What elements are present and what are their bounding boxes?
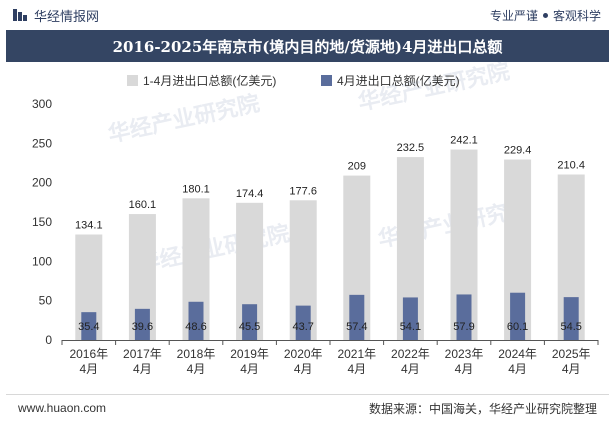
bar-april — [188, 301, 204, 340]
data-label-total: 232.5 — [397, 142, 425, 154]
x-tick-label: 2019年 — [230, 347, 269, 361]
watermark-text: 华经产业研究院 — [136, 220, 292, 276]
data-label-april: 57.9 — [453, 321, 474, 333]
bar-april — [510, 292, 526, 340]
y-tick-label: 250 — [32, 136, 52, 150]
data-label-total: 229.4 — [504, 145, 532, 157]
tagline-left: 专业严谨 — [489, 8, 538, 23]
x-tick-label: 2020年 — [284, 347, 323, 361]
y-tick-label: 300 — [32, 97, 52, 111]
brand[interactable]: 华经情报网 — [12, 6, 99, 25]
bar-april — [242, 304, 258, 340]
y-tick-label: 50 — [39, 294, 53, 308]
data-label-total: 177.6 — [289, 185, 317, 197]
x-tick-label: 2023年 — [445, 347, 484, 361]
legend-swatch-total — [127, 75, 138, 86]
data-label-april: 54.5 — [560, 321, 581, 333]
data-label-april: 48.6 — [185, 321, 206, 333]
x-tick-label: 2021年 — [337, 347, 376, 361]
bar-chart: 华经产业研究院华经产业研究院华经产业研究院华经产业研究院050100150200… — [32, 62, 599, 376]
bar-april — [81, 312, 97, 340]
brand-name: 华经情报网 — [34, 8, 100, 24]
x-tick-label: 4月 — [562, 362, 581, 376]
x-tick-label: 2022年 — [391, 347, 430, 361]
bar-april — [349, 294, 365, 340]
y-tick-label: 200 — [32, 176, 52, 190]
x-tick-label: 4月 — [401, 362, 420, 376]
x-tick-label: 4月 — [79, 362, 98, 376]
x-tick-label: 4月 — [455, 362, 474, 376]
data-label-april: 43.7 — [292, 321, 313, 333]
x-tick-label: 2024年 — [498, 347, 537, 361]
logo-icon — [13, 9, 27, 21]
data-label-april: 54.1 — [400, 321, 421, 333]
x-tick-label: 4月 — [240, 362, 259, 376]
y-tick-label: 0 — [45, 333, 52, 347]
x-tick-label: 2016年 — [69, 347, 108, 361]
x-tick-label: 2025年 — [552, 347, 591, 361]
data-label-total: 134.1 — [75, 220, 103, 232]
chart-title: 2016-2025年南京市(境内目的地/货源地)4月进出口总额 — [112, 37, 503, 56]
data-label-total: 210.4 — [557, 159, 585, 171]
footer-url[interactable]: www.huaon.com — [18, 401, 107, 415]
data-label-total: 180.1 — [182, 183, 210, 195]
x-tick-label: 4月 — [133, 362, 152, 376]
data-label-total: 160.1 — [129, 199, 157, 211]
bar-april — [134, 308, 150, 340]
x-tick-label: 4月 — [508, 362, 527, 376]
data-label-total: 209 — [348, 161, 366, 173]
header-bar: 华经情报网 专业严谨 客观科学 — [0, 0, 615, 30]
bar-april — [295, 305, 311, 340]
y-tick-label: 150 — [32, 215, 52, 229]
bar-april — [402, 297, 418, 340]
x-tick-label: 4月 — [294, 362, 313, 376]
bar-april — [563, 297, 579, 340]
data-label-april: 45.5 — [239, 321, 260, 333]
data-source: 数据来源：中国海关，华经产业研究院整理 — [368, 401, 597, 416]
legend-swatch-april — [321, 75, 332, 86]
data-label-april: 35.4 — [78, 321, 99, 333]
y-tick-label: 100 — [32, 254, 52, 268]
separator-dot-icon — [542, 12, 548, 18]
data-label-april: 39.6 — [132, 321, 153, 333]
watermark-text: 华经产业研究院 — [356, 62, 512, 115]
data-label-total: 242.1 — [450, 135, 478, 147]
legend-label-april: 4月进出口总额(亿美元) — [337, 73, 460, 88]
legend-label-total: 1-4月进出口总额(亿美元) — [143, 73, 276, 88]
x-tick-label: 2017年 — [123, 347, 162, 361]
chart-title-bar: 2016-2025年南京市(境内目的地/货源地)4月进出口总额 — [6, 30, 609, 62]
tagline: 专业严谨 客观科学 — [490, 7, 601, 24]
data-label-april: 60.1 — [507, 321, 528, 333]
data-label-april: 57.4 — [346, 321, 367, 333]
footer: www.huaon.com 数据来源：中国海关，华经产业研究院整理 — [6, 394, 609, 421]
watermark-text: 华经产业研究院 — [106, 90, 262, 146]
data-label-total: 174.4 — [236, 188, 264, 200]
x-tick-label: 4月 — [187, 362, 206, 376]
bar-april — [456, 294, 472, 340]
x-tick-label: 4月 — [347, 362, 366, 376]
x-tick-label: 2018年 — [177, 347, 216, 361]
tagline-right: 客观科学 — [552, 8, 601, 23]
